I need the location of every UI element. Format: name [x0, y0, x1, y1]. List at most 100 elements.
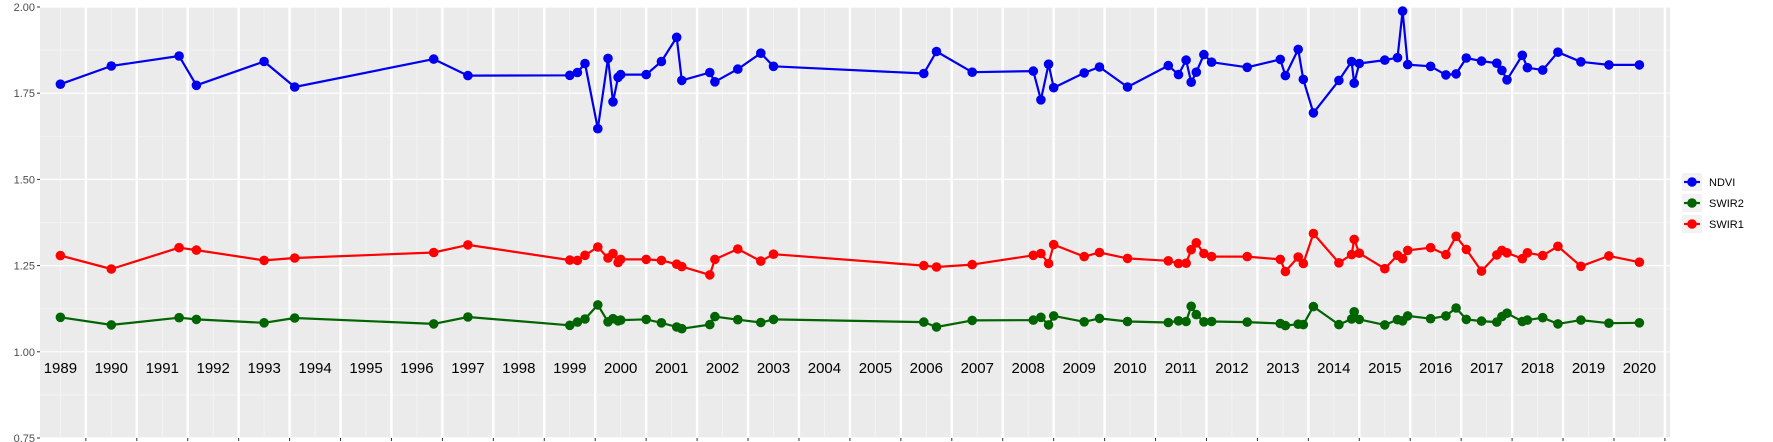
- swir2-point: [1298, 319, 1309, 330]
- ndvi-point: [1553, 47, 1563, 57]
- swir1-point: [1425, 242, 1436, 253]
- year-label: 2000: [604, 360, 637, 377]
- swir1-point: [1028, 250, 1039, 261]
- ndvi-point: [1043, 59, 1054, 69]
- swir1-point: [1441, 249, 1451, 260]
- ndvi-point: [615, 69, 626, 80]
- swir2-point: [1402, 311, 1413, 321]
- ndvi-point: [191, 80, 202, 91]
- swir2-point: [1122, 316, 1133, 327]
- swir1-point: [1522, 248, 1533, 258]
- ndvi-point: [1451, 69, 1461, 79]
- ndvi-point: [1048, 82, 1059, 93]
- swir2-point: [641, 314, 651, 325]
- swir2-point: [55, 312, 66, 323]
- y-tick-label: 1.25: [14, 261, 35, 273]
- ndvi-point: [1497, 65, 1507, 76]
- y-tick-label: 1.00: [14, 347, 35, 359]
- legend-point-swir1: [1687, 219, 1697, 229]
- ndvi-point: [1181, 55, 1191, 65]
- swir1-point: [1036, 248, 1046, 259]
- swir2-point: [1036, 312, 1046, 323]
- swir1-point: [756, 256, 766, 266]
- swir2-point: [565, 320, 575, 331]
- ndvi-point: [671, 32, 682, 43]
- year-label: 1998: [502, 360, 535, 377]
- swir2-point: [756, 317, 766, 328]
- swir2-point: [1028, 315, 1039, 325]
- swir2-point: [1094, 313, 1105, 324]
- ndvi-point: [1380, 55, 1390, 65]
- swir2-point: [174, 312, 184, 323]
- year-label: 2012: [1215, 360, 1248, 377]
- swir2-point: [1334, 319, 1344, 330]
- ndvi-point: [1517, 50, 1528, 61]
- swir1-point: [1476, 266, 1487, 276]
- ndvi-point: [55, 79, 66, 89]
- swir1-point: [580, 250, 590, 261]
- year-label: 2006: [910, 360, 943, 377]
- x-axis: [85, 438, 1666, 441]
- swir1-point: [656, 255, 667, 266]
- swir1-point: [1537, 250, 1548, 261]
- ndvi-point: [1576, 57, 1586, 67]
- swir1-point: [1275, 254, 1286, 265]
- ndvi-point: [1402, 59, 1413, 70]
- swir1-point: [1604, 251, 1614, 261]
- swir2-point: [1163, 317, 1174, 328]
- year-label: 2001: [655, 360, 688, 377]
- year-label: 1991: [146, 360, 179, 377]
- swir2-point: [463, 312, 473, 322]
- year-label: 1990: [95, 360, 128, 377]
- ndvi-point: [733, 64, 743, 74]
- year-label: 1999: [553, 360, 586, 377]
- ndvi-point: [967, 67, 977, 77]
- ndvi-point: [1122, 82, 1133, 92]
- swir1-point: [967, 259, 977, 270]
- year-label: 1992: [197, 360, 230, 377]
- swir2-point: [428, 319, 439, 329]
- swir2-point: [593, 300, 603, 310]
- swir2-point: [931, 322, 942, 332]
- swir1-point: [615, 254, 626, 265]
- legend-label-swir1: SWIR1: [1709, 219, 1744, 231]
- year-label: 2009: [1062, 360, 1095, 377]
- swir2-point: [1280, 320, 1291, 331]
- swir1-point: [572, 255, 583, 266]
- grid-lines: [40, 6, 1670, 439]
- ndvi-point: [677, 75, 687, 86]
- ndvi-point: [1293, 44, 1303, 55]
- ndvi-point: [289, 82, 300, 92]
- swir1-point: [1094, 247, 1105, 258]
- swir2-point: [191, 314, 202, 325]
- swir1-point: [1349, 234, 1359, 245]
- year-label: 2016: [1419, 360, 1452, 377]
- ndvi-point: [1173, 69, 1184, 80]
- year-label: 2010: [1113, 360, 1146, 377]
- swir2-point: [1181, 316, 1191, 327]
- swir2-point: [259, 318, 269, 328]
- swir2-point: [1380, 320, 1390, 330]
- year-label: 1997: [451, 360, 484, 377]
- year-label: 1994: [298, 360, 331, 377]
- swir1-point: [1553, 241, 1563, 252]
- swir2-point: [572, 317, 583, 327]
- swir1-point: [733, 244, 743, 254]
- swir2-point: [1186, 301, 1196, 312]
- ndvi-point: [641, 69, 651, 80]
- ndvi-point: [1163, 60, 1174, 71]
- ndvi-point: [1604, 60, 1614, 70]
- swir2-point: [919, 317, 929, 327]
- year-label: 2003: [757, 360, 790, 377]
- legend-label-ndvi: NDVI: [1709, 177, 1735, 189]
- y-axis: 0.75 1.00 1.25 1.50 1.75 2.00: [14, 2, 40, 442]
- legend: NDVI SWIR2 SWIR1: [1682, 173, 1744, 233]
- swir1-point: [463, 240, 473, 250]
- ndvi-point: [1036, 95, 1046, 105]
- ndvi-point: [656, 56, 667, 67]
- swir1-point: [1576, 261, 1586, 272]
- swir1-point: [289, 253, 300, 263]
- ndvi-point: [1461, 53, 1472, 63]
- year-label: 2008: [1012, 360, 1045, 377]
